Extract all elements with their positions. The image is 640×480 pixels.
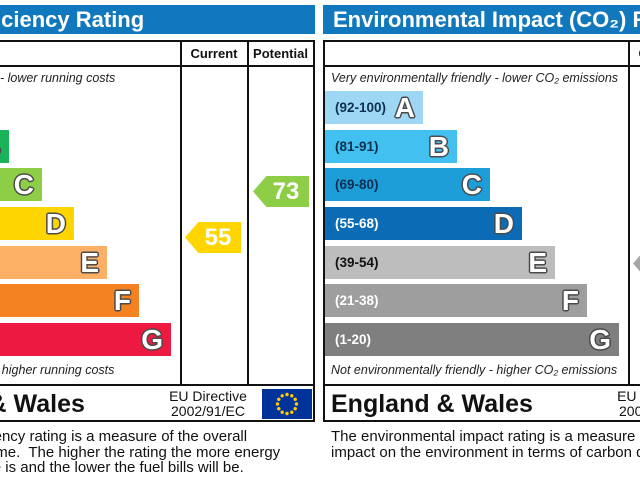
potential-rating-value: 73: [272, 178, 300, 205]
top-axis-label: Very environmentally friendly - lower CO…: [331, 71, 619, 85]
band-letter: C: [461, 169, 482, 200]
footer-row-divider: [0, 384, 315, 386]
band-letter: G: [589, 324, 611, 355]
band-letter: A: [394, 92, 415, 123]
band-range: (21-38): [335, 293, 379, 308]
footer-row-divider: [323, 384, 640, 386]
potential-rating-arrow: 73: [253, 176, 309, 207]
band-range: (92-100): [335, 100, 387, 115]
epc-co2-chart: Environmental Impact (CO₂) Rating Curren…: [323, 0, 640, 480]
band-letter: E: [528, 247, 547, 278]
band-row-c: (69-80) C: [325, 168, 490, 201]
chart-description: The environmental impact rating is a mea…: [331, 428, 640, 461]
chart-title-co2: Environmental Impact (CO₂) Rating: [323, 5, 640, 34]
band-range: (1-20): [335, 332, 372, 347]
eu-directive-label: EU Directive 2002/91/EC: [169, 388, 247, 419]
potential-column-divider: [247, 40, 249, 386]
band-row-g: G: [0, 323, 171, 356]
current-rating-arrow: [633, 248, 640, 279]
band-row-a: (92-100) A: [325, 91, 423, 124]
band-range: (39-54): [335, 255, 379, 270]
bottom-axis-label: Not energy efficient - higher running co…: [1, 363, 115, 377]
band-letter: F: [113, 285, 131, 316]
band-row-e: (39-54) E: [325, 246, 555, 279]
band-row-c: C: [0, 168, 42, 201]
band-row-f: F: [0, 284, 139, 317]
band-row-d: (55-68) D: [325, 207, 522, 240]
band-row-b: B: [0, 130, 9, 163]
band-range: (69-80): [335, 177, 379, 192]
band-row-f: (21-38) F: [325, 284, 587, 317]
band-range: (81-91): [335, 139, 379, 154]
band-letter: G: [141, 324, 163, 355]
current-column-header: Current: [629, 46, 640, 61]
bottom-axis-label: Not environmentally friendly - higher CO…: [331, 363, 618, 377]
band-letter: B: [428, 131, 449, 162]
band-letter: E: [80, 247, 99, 278]
epc-energy-chart: Energy Efficiency Rating Current Potenti…: [0, 0, 317, 480]
band-letter: B: [0, 130, 1, 163]
chart-description: The energy efficiency rating is a measur…: [0, 428, 281, 476]
header-row-divider: [0, 65, 315, 67]
chart-frame: [323, 40, 640, 422]
eu-flag-icon: [262, 389, 312, 419]
region-label: England & Wales: [0, 390, 85, 418]
band-range: (55-68): [335, 216, 379, 231]
chart-title-energy: Energy Efficiency Rating: [0, 5, 315, 34]
eu-directive-label: EU Directive 2002/91/EC: [617, 388, 640, 419]
current-rating-arrow: 55: [185, 222, 241, 253]
band-letter: C: [13, 169, 34, 200]
band-row-b: (81-91) B: [325, 130, 457, 163]
current-column-header: Current: [190, 46, 238, 61]
current-rating-value: 55: [204, 224, 232, 251]
band-row-d: D: [0, 207, 74, 240]
band-letter: D: [45, 208, 66, 239]
band-row-e: E: [0, 246, 107, 279]
region-label: England & Wales: [331, 390, 533, 418]
current-column-divider: [180, 40, 182, 386]
header-row-divider: [323, 65, 640, 67]
chart-frame: [0, 40, 315, 422]
band-letter: F: [561, 285, 579, 316]
band-row-g: (1-20) G: [325, 323, 619, 356]
band-letter: D: [493, 208, 514, 239]
potential-column-header: Potential: [253, 46, 308, 61]
top-axis-label: Very energy efficient - lower running co…: [0, 71, 116, 85]
current-column-divider: [628, 40, 630, 386]
